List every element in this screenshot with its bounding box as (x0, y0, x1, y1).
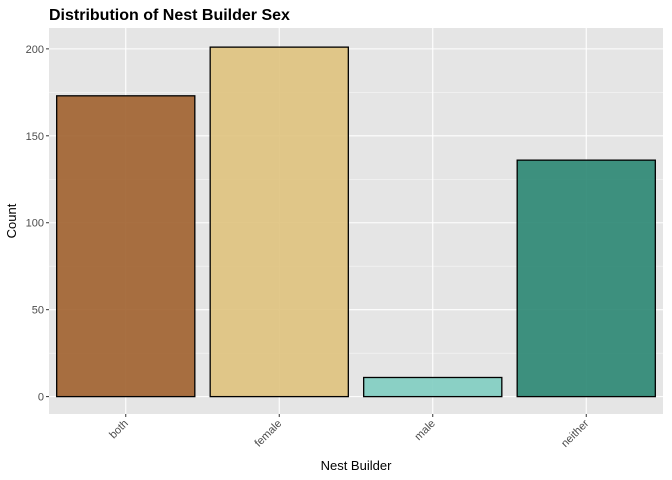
x-axis-title: Nest Builder (321, 458, 392, 473)
x-tick-label-female: female (253, 418, 285, 450)
chart-title: Distribution of Nest Builder Sex (49, 7, 290, 24)
y-tick-labels: 0 50 100 150 200 (26, 44, 44, 404)
bar-female (209, 46, 349, 398)
y-ticks (46, 48, 49, 398)
y-tick-label: 50 (32, 305, 44, 317)
bar-both (56, 95, 196, 398)
bar-male (363, 376, 503, 398)
y-tick-label: 0 (38, 392, 44, 404)
bars (56, 46, 656, 398)
y-tick-label: 100 (26, 218, 44, 230)
x-tick-labels: both female male neither (107, 417, 591, 450)
bar-neither (516, 159, 656, 398)
x-tick-label-male: male (413, 418, 438, 443)
x-ticks (125, 414, 587, 417)
x-tick-label-both: both (107, 418, 131, 442)
y-tick-label: 200 (26, 44, 44, 56)
y-tick-label: 150 (26, 131, 44, 143)
x-tick-label-neither: neither (559, 417, 592, 450)
y-axis-title: Count (4, 203, 19, 238)
